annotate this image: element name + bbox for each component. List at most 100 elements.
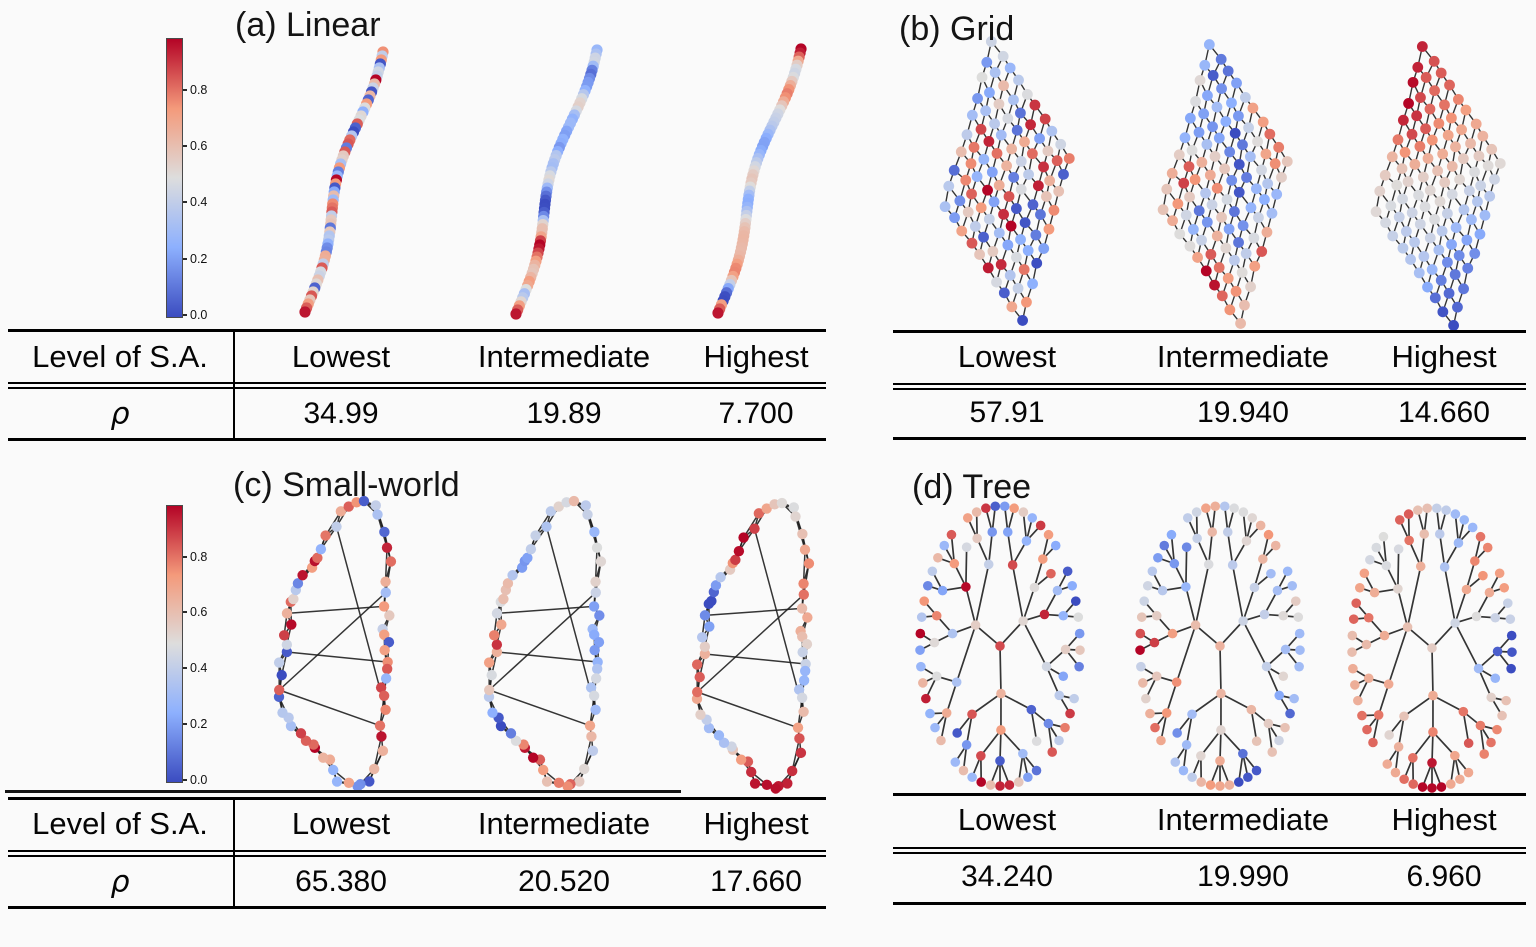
network-linear-lowest — [299, 46, 389, 318]
table-c-col-highest: Highest — [703, 806, 809, 841]
table-c-value-intermediate: 20.520 — [518, 865, 610, 898]
tick-mark — [183, 313, 187, 316]
network-linear-highest — [712, 43, 807, 319]
tick-label: 0.0 — [190, 307, 208, 322]
tick-mark — [183, 555, 187, 558]
table-a-col-intermediate: Intermediate — [477, 339, 651, 374]
colorbar-a-tick-0.0: 0.0 — [183, 308, 207, 322]
table-c: Level of S.A. Lowest Intermediate Highes… — [8, 797, 826, 909]
network-grid-highest — [1370, 41, 1506, 331]
network-grid-lowest — [939, 36, 1075, 326]
colorbar-c-tick-0.6: 0.6 — [183, 605, 207, 619]
table-d-bottom-rule — [893, 902, 1526, 905]
table-b-col-intermediate: Intermediate — [1156, 339, 1330, 374]
table-b-mid-rule-1 — [893, 383, 1526, 385]
tick-mark — [183, 611, 187, 614]
table-b-value-intermediate: 19.940 — [1197, 396, 1289, 429]
panel-b-title: (b) Grid — [899, 10, 1015, 48]
table-c-header-label: Level of S.A. — [32, 806, 208, 841]
network-tree-lowest — [915, 501, 1085, 791]
tick-label: 0.2 — [190, 251, 208, 266]
colorbar-c-tick-0.2: 0.2 — [183, 717, 207, 731]
table-b-value-lowest: 57.91 — [969, 396, 1045, 429]
table-b: Lowest Intermediate Highest 57.91 19.940… — [893, 330, 1526, 440]
network-grid-intermediate — [1157, 39, 1293, 329]
table-c-value-lowest: 65.380 — [295, 865, 387, 898]
tick-label: 0.8 — [190, 83, 208, 98]
colorbar-a: 0.8 0.6 0.4 0.2 0.0 — [166, 38, 207, 322]
panel-d-title: (d) Tree — [912, 468, 1032, 506]
table-b-bottom-rule — [893, 437, 1526, 440]
tick-mark — [183, 778, 187, 781]
colorbar-a-tick-0.8: 0.8 — [183, 83, 207, 97]
colorbar-c-gradient — [166, 505, 183, 783]
table-c-col-lowest: Lowest — [291, 806, 391, 841]
table-a-divider — [233, 329, 235, 441]
tick-label: 0.4 — [190, 660, 208, 675]
table-a-header-label: Level of S.A. — [32, 339, 208, 374]
panel-c-title: (c) Small-world — [233, 466, 460, 504]
panel-c-axis-baseline — [5, 790, 681, 793]
table-d-mid-rule-1 — [893, 847, 1526, 849]
table-d-value-lowest: 34.240 — [961, 860, 1053, 893]
tick-mark — [183, 89, 187, 92]
table-a-bottom-rule — [8, 438, 826, 441]
table-c-mid-rule-2 — [8, 855, 826, 857]
table-c-mid-rule-1 — [8, 850, 826, 852]
table-d: Lowest Intermediate Highest 34.240 19.99… — [893, 793, 1526, 905]
tick-label: 0.6 — [190, 605, 208, 620]
colorbar-a-tick-0.6: 0.6 — [183, 139, 207, 153]
colorbar-a-tick-0.4: 0.4 — [183, 195, 207, 209]
tick-label: 0.4 — [190, 195, 208, 210]
table-a-col-highest: Highest — [703, 339, 809, 374]
colorbar-c-tick-0.8: 0.8 — [183, 550, 207, 564]
table-a-value-highest: 7.700 — [718, 397, 794, 430]
colorbar-c: 0.8 0.6 0.4 0.2 0.0 — [166, 505, 207, 787]
tick-label: 0.8 — [190, 549, 208, 564]
network-smallworld-highest — [691, 497, 815, 794]
table-a-mid-rule-1 — [8, 382, 826, 384]
table-d-col-intermediate: Intermediate — [1156, 802, 1330, 837]
table-a-row-label-rho: ρ — [110, 396, 130, 432]
tick-label: 0.2 — [190, 717, 208, 732]
table-c-divider — [233, 797, 235, 909]
table-a-value-intermediate: 19.89 — [526, 397, 602, 430]
table-d-top-rule — [893, 793, 1526, 796]
tick-mark — [183, 145, 187, 148]
table-a-col-lowest: Lowest — [291, 339, 391, 374]
table-b-mid-rule-2 — [893, 388, 1526, 390]
table-d-mid-rule-2 — [893, 852, 1526, 854]
colorbar-c-tick-0.4: 0.4 — [183, 661, 207, 675]
table-c-bottom-rule — [8, 906, 826, 909]
table-b-value-highest: 14.660 — [1398, 396, 1490, 429]
panel-a-title: (a) Linear — [235, 6, 381, 44]
tick-mark — [183, 257, 187, 260]
colorbar-a-gradient — [166, 38, 183, 318]
tick-label: 0.0 — [190, 772, 208, 787]
colorbar-a-tick-0.2: 0.2 — [183, 252, 207, 266]
table-a-mid-rule-2 — [8, 387, 826, 389]
table-b-col-highest: Highest — [1391, 339, 1497, 374]
table-c-value-highest: 17.660 — [710, 865, 802, 898]
table-c-top-rule — [8, 797, 826, 800]
colorbar-c-tick-0.0: 0.0 — [183, 773, 207, 787]
tick-label: 0.6 — [190, 139, 208, 154]
table-b-top-rule — [893, 330, 1526, 333]
table-a-top-rule — [8, 329, 826, 332]
network-tree-intermediate — [1135, 501, 1305, 791]
tick-mark — [183, 666, 187, 669]
table-a: Level of S.A. Lowest Intermediate Highes… — [8, 329, 826, 441]
tick-mark — [183, 201, 187, 204]
network-smallworld-intermediate — [483, 495, 607, 792]
table-d-value-highest: 6.960 — [1406, 860, 1482, 893]
tick-mark — [183, 723, 187, 726]
table-d-col-highest: Highest — [1391, 802, 1497, 837]
table-d-value-intermediate: 19.990 — [1197, 860, 1289, 893]
network-smallworld-lowest — [273, 495, 397, 792]
network-linear-intermediate — [510, 44, 603, 320]
table-c-col-intermediate: Intermediate — [477, 806, 651, 841]
table-a-value-lowest: 34.99 — [303, 397, 379, 430]
table-c-row-label-rho: ρ — [110, 864, 130, 900]
